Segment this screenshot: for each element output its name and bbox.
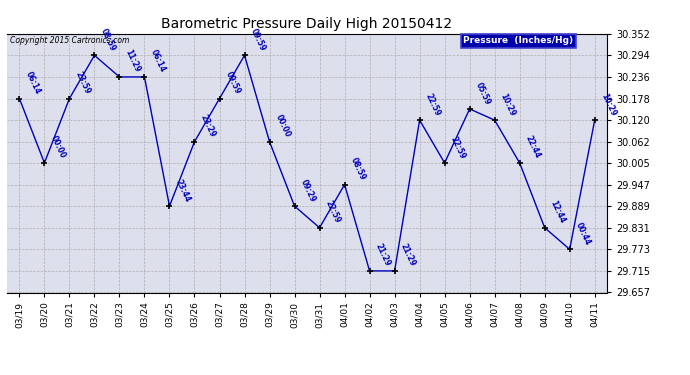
- Text: 22:59: 22:59: [448, 135, 467, 160]
- Text: 08:59: 08:59: [99, 27, 117, 52]
- Text: 23:44: 23:44: [174, 178, 192, 203]
- Text: 23:59: 23:59: [74, 70, 92, 96]
- Text: 08:59: 08:59: [348, 156, 367, 182]
- Text: Pressure  (Inches/Hg): Pressure (Inches/Hg): [463, 36, 573, 45]
- Title: Barometric Pressure Daily High 20150412: Barometric Pressure Daily High 20150412: [161, 17, 453, 31]
- Text: 05:59: 05:59: [474, 81, 492, 106]
- Text: 22:59: 22:59: [424, 92, 442, 117]
- Text: 00:00: 00:00: [274, 113, 292, 139]
- Text: 09:59: 09:59: [224, 70, 242, 96]
- Text: 00:00: 00:00: [48, 135, 67, 160]
- Text: 22:59: 22:59: [324, 200, 342, 225]
- Text: 22:44: 22:44: [524, 135, 542, 160]
- Text: 06:14: 06:14: [23, 70, 42, 96]
- Text: 09:29: 09:29: [299, 178, 317, 203]
- Text: 09:59: 09:59: [248, 27, 267, 52]
- Text: 11:29: 11:29: [124, 48, 142, 74]
- Text: 00:44: 00:44: [574, 221, 592, 246]
- Text: 12:44: 12:44: [549, 199, 567, 225]
- Text: 10:29: 10:29: [499, 92, 518, 117]
- Text: 10:29: 10:29: [599, 92, 618, 117]
- Text: Copyright 2015 Cartronics.com: Copyright 2015 Cartronics.com: [10, 36, 129, 45]
- Text: 23:29: 23:29: [199, 113, 217, 139]
- Text: 21:29: 21:29: [399, 243, 417, 268]
- Text: 21:29: 21:29: [374, 243, 392, 268]
- Text: 06:14: 06:14: [148, 48, 167, 74]
